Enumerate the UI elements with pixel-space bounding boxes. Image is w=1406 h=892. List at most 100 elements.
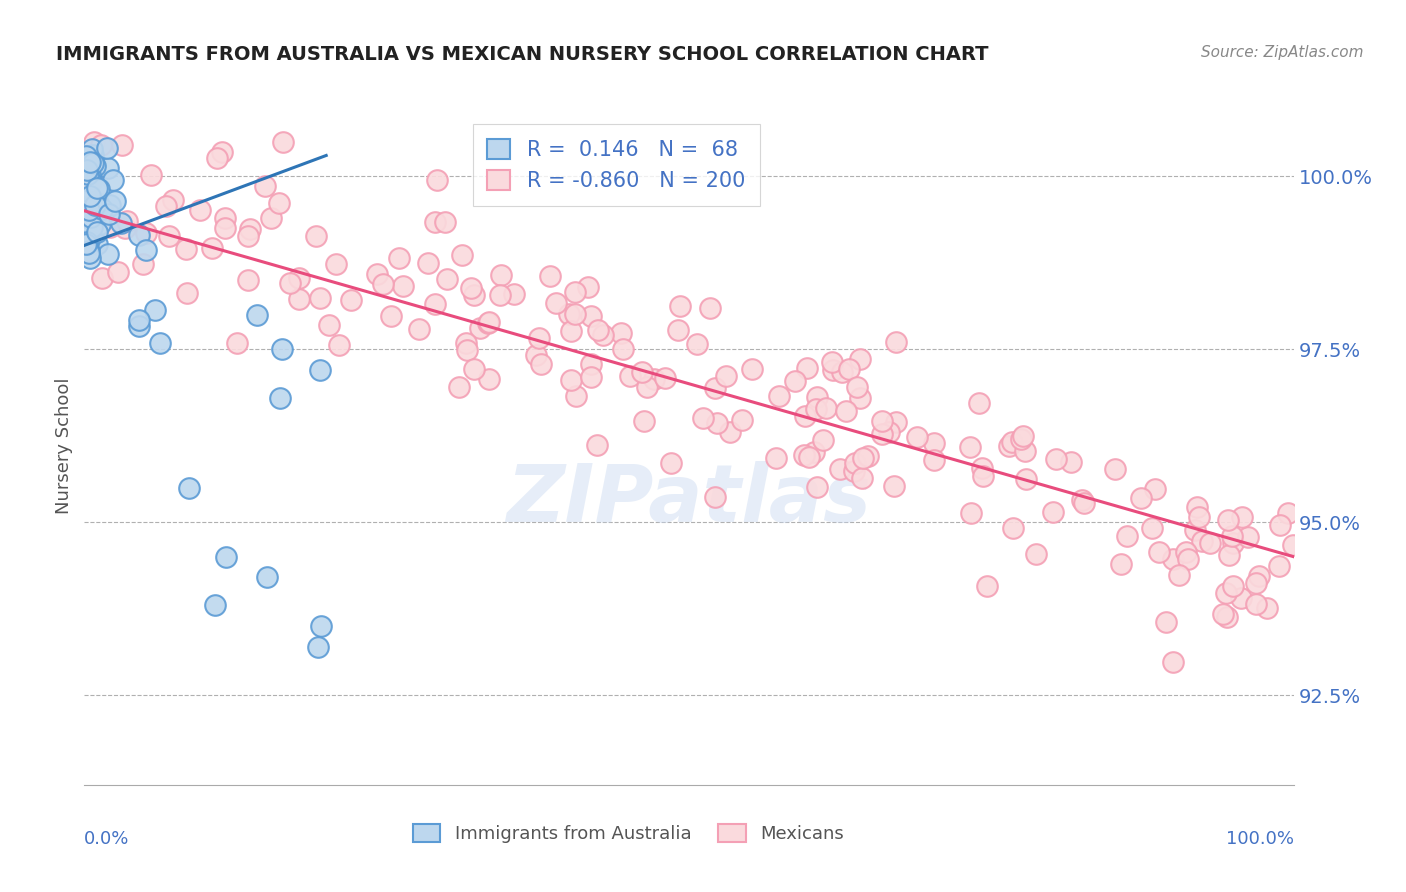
Point — [449, 379, 471, 393]
Point — [96, 141, 118, 155]
Point — [636, 380, 658, 394]
Point — [83, 198, 105, 212]
Point — [1071, 492, 1094, 507]
Point — [1222, 578, 1244, 592]
Point — [765, 450, 787, 465]
Point — [470, 321, 492, 335]
Point — [1218, 548, 1240, 562]
Point — [87, 182, 110, 196]
Point — [631, 365, 654, 379]
Point — [97, 207, 120, 221]
Point — [592, 328, 614, 343]
Point — [576, 279, 599, 293]
Point — [79, 188, 101, 202]
Point — [806, 390, 828, 404]
Point — [538, 268, 561, 283]
Point — [91, 202, 114, 216]
Point — [260, 211, 283, 225]
Point — [463, 288, 485, 302]
Point — [741, 362, 763, 376]
Point — [1168, 568, 1191, 582]
Point — [586, 323, 609, 337]
Point — [433, 215, 456, 229]
Point — [256, 570, 278, 584]
Point — [586, 438, 609, 452]
Point — [1185, 500, 1208, 514]
Point — [236, 273, 259, 287]
Point — [1184, 524, 1206, 538]
Point — [98, 198, 121, 212]
Point — [1244, 576, 1267, 591]
Point — [340, 293, 363, 308]
Point — [1222, 536, 1244, 550]
Point — [77, 156, 100, 170]
Point — [215, 549, 238, 564]
Point — [77, 202, 100, 217]
Point — [851, 471, 873, 485]
Point — [659, 456, 682, 470]
Point — [79, 168, 101, 182]
Point — [828, 461, 851, 475]
Point — [976, 579, 998, 593]
Point — [503, 286, 526, 301]
Point — [77, 233, 100, 247]
Point — [86, 225, 108, 239]
Point — [77, 236, 100, 251]
Point — [239, 222, 262, 236]
Point — [115, 214, 138, 228]
Point — [371, 277, 394, 292]
Point — [1109, 557, 1132, 571]
Point — [612, 342, 634, 356]
Point — [849, 392, 872, 406]
Point — [1042, 505, 1064, 519]
Point — [454, 336, 477, 351]
Point — [308, 291, 330, 305]
Point — [135, 226, 157, 240]
Point — [391, 279, 413, 293]
Point — [610, 326, 633, 341]
Point — [546, 295, 568, 310]
Point — [699, 301, 721, 315]
Point — [425, 215, 447, 229]
Point — [76, 162, 98, 177]
Legend: R =  0.146   N =  68, R = -0.860   N = 200: R = 0.146 N = 68, R = -0.860 N = 200 — [472, 124, 761, 206]
Point — [436, 272, 458, 286]
Point — [821, 355, 844, 369]
Point — [76, 236, 98, 251]
Point — [845, 380, 868, 394]
Point — [79, 191, 101, 205]
Point — [1045, 451, 1067, 466]
Point — [114, 220, 136, 235]
Point — [79, 211, 101, 225]
Point — [307, 640, 329, 654]
Point — [1014, 472, 1036, 486]
Point — [883, 479, 905, 493]
Point — [1129, 491, 1152, 505]
Point — [103, 173, 125, 187]
Point — [849, 352, 872, 367]
Point — [77, 244, 100, 258]
Point — [560, 324, 582, 338]
Point — [1212, 607, 1234, 622]
Point — [288, 292, 311, 306]
Point — [967, 396, 990, 410]
Y-axis label: Nursery School: Nursery School — [55, 377, 73, 515]
Point — [318, 318, 340, 332]
Point — [79, 252, 101, 266]
Point — [1143, 483, 1166, 497]
Point — [79, 154, 101, 169]
Point — [98, 219, 121, 234]
Point — [83, 135, 105, 149]
Point — [79, 153, 101, 168]
Point — [77, 167, 100, 181]
Text: IMMIGRANTS FROM AUSTRALIA VS MEXICAN NURSERY SCHOOL CORRELATION CHART: IMMIGRANTS FROM AUSTRALIA VS MEXICAN NUR… — [56, 45, 988, 63]
Point — [870, 426, 893, 441]
Point — [768, 389, 790, 403]
Point — [201, 241, 224, 255]
Point — [530, 357, 553, 371]
Point — [76, 158, 98, 172]
Point — [488, 288, 510, 302]
Point — [84, 159, 107, 173]
Point — [1281, 538, 1303, 552]
Point — [246, 308, 269, 322]
